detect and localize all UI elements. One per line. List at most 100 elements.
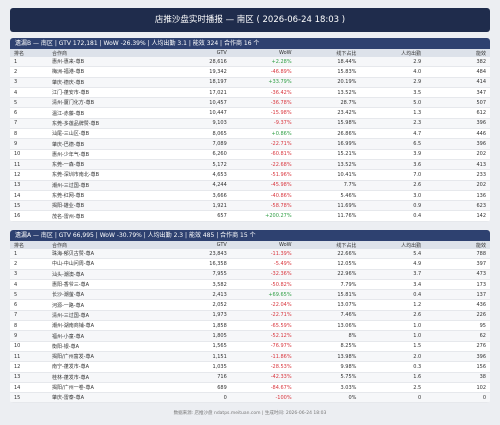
cell: 2.9 <box>360 57 426 68</box>
column-header: 排名 <box>10 49 48 57</box>
cell: 414 <box>425 77 490 88</box>
cell: 6.5 <box>360 138 426 150</box>
cell: -32.36% <box>230 269 296 280</box>
cell: 2 <box>10 258 48 270</box>
cell: -60.81% <box>230 149 296 160</box>
cell: 3,582 <box>166 279 231 291</box>
cell: 16 <box>10 210 48 222</box>
cell: 5.46% <box>295 190 361 202</box>
cell: 4 <box>10 87 48 99</box>
cell: 5 <box>10 97 48 109</box>
cell: 0.9 <box>360 200 426 212</box>
row: 5 清州-厦门化方-尊B 10,457 -36.78% 28.7% 5.0 507 <box>10 97 490 109</box>
cell: 8,065 <box>166 128 231 140</box>
cell: 衡阳-银-尊A <box>48 341 166 352</box>
cell: 0% <box>295 392 361 404</box>
cell: 15 <box>10 200 48 212</box>
cell: 长沙-潮萤-尊A <box>48 289 166 301</box>
cell: 12.05% <box>295 258 361 270</box>
cell: 10.41% <box>295 169 361 181</box>
table: 排名 合作商 GTV WoW 线下占比 人均出勤 能效 1 惠州-惠来-尊B 28,616 +2.2… <box>10 49 490 222</box>
cell: 5.75% <box>295 372 361 383</box>
column-header: 线下占比 <box>295 241 361 249</box>
cell: 413 <box>425 159 490 171</box>
cell: 28.7% <box>295 97 361 109</box>
cell: +2.28% <box>230 57 296 68</box>
row: 2 梅洲-福港-尊B 19,342 -46.89% 15.83% 4.0 484 <box>10 66 490 78</box>
cell: 13.07% <box>295 299 361 311</box>
cell: 东莞-一森-尊B <box>48 159 166 171</box>
cell: 惠州-少年气-尊B <box>48 149 166 160</box>
cell: 612 <box>425 107 490 119</box>
row: 10 惠州-少年气-尊B 6,260 -60.81% 15.21% 3.9 202 <box>10 149 490 160</box>
cell: 12 <box>10 361 48 373</box>
cell: 东莞-红网-尊B <box>48 190 166 202</box>
cell: 13.52% <box>295 159 361 171</box>
cell: -22.68% <box>230 159 296 171</box>
cell: 3.5 <box>360 87 426 99</box>
cell: 382 <box>425 57 490 68</box>
cell: 4,653 <box>166 169 231 181</box>
cell: -100% <box>230 392 296 404</box>
cell: 10 <box>10 149 48 160</box>
cell: 436 <box>425 299 490 311</box>
column-header: 人均出勤 <box>360 241 426 249</box>
header-row: 排名 合作商 GTV WoW 线下占比 人均出勤 能效 <box>10 49 490 57</box>
cell: 13 <box>10 372 48 383</box>
cell: 276 <box>425 341 490 352</box>
cell: 507 <box>425 97 490 109</box>
cell: 1.0 <box>360 320 426 332</box>
cell: 揭阳/广州富发-尊A <box>48 351 166 363</box>
cell: 5.0 <box>360 97 426 109</box>
column-header: 排名 <box>10 241 48 249</box>
cell: 桂林-蓬发市-尊A <box>48 372 166 383</box>
cell: 484 <box>425 66 490 78</box>
cell: 6 <box>10 107 48 119</box>
cell: 肇庆-雷泰-尊A <box>48 392 166 404</box>
cell: 2 <box>10 66 48 78</box>
column-header: GTV <box>166 49 231 57</box>
cell: 62 <box>425 330 490 342</box>
row: 9 福州-小童-尊A 1,805 -52.12% 8% 1.0 62 <box>10 330 490 342</box>
cell: 13.98% <box>295 351 361 363</box>
cell: 15 <box>10 392 48 404</box>
cell: 11.69% <box>295 200 361 212</box>
section: 遗漏B — 南区 | GTV 172,181 | WoW -26.39% | 人… <box>10 38 490 222</box>
row: 4 惠阳-香爷三-尊A 3,582 -50.82% 7.79% 3.4 173 <box>10 279 490 291</box>
cell: 1.5 <box>360 341 426 352</box>
cell: 7.79% <box>295 279 361 291</box>
cell: 1,858 <box>166 320 231 332</box>
column-header: WoW <box>230 241 296 249</box>
row: 1 惠州-惠来-尊B 28,616 +2.28% 18.44% 2.9 382 <box>10 57 490 68</box>
cell: 3.6 <box>360 159 426 171</box>
cell: 2.3 <box>360 118 426 130</box>
cell: 11 <box>10 351 48 363</box>
cell: 1,151 <box>166 351 231 363</box>
cell: 1,973 <box>166 310 231 322</box>
cell: 惠阳-香爷三-尊A <box>48 279 166 291</box>
section-title: 遗漏A — 南区 | GTV 66,995 | WoW -30.79% | 人均… <box>10 230 490 241</box>
row: 3 汕头-潮澳-尊A 7,955 -32.36% 22.96% 3.7 473 <box>10 269 490 280</box>
cell: 15.98% <box>295 118 361 130</box>
cell: 2.6 <box>360 180 426 191</box>
row: 13 桂林-蓬发市-尊A 716 -42.33% 5.75% 1.6 38 <box>10 372 490 383</box>
cell: 肇庆-巴德-尊B <box>48 138 166 150</box>
cell: 3.9 <box>360 149 426 160</box>
cell: -11.86% <box>230 351 296 363</box>
row: 1 珠海-郁贝古赞-尊A 23,843 -11.39% 22.66% 5.4 788 <box>10 249 490 260</box>
cell: 173 <box>425 279 490 291</box>
cell: -46.89% <box>230 66 296 78</box>
cell: 1,921 <box>166 200 231 212</box>
cell: 0 <box>425 392 490 404</box>
cell: 0.4 <box>360 210 426 222</box>
cell: -40.86% <box>230 190 296 202</box>
row: 2 中山-中山问周-尊A 16,358 -5.49% 12.05% 4.9 397 <box>10 258 490 270</box>
cell: 中山-中山问周-尊A <box>48 258 166 270</box>
table: 排名 合作商 GTV WoW 线下占比 人均出勤 能效 1 珠海-郁贝古赞-尊A 23,843 -1… <box>10 241 490 404</box>
row: 15 肇庆-雷泰-尊A 0 -100% 0% 0 0 <box>10 392 490 404</box>
cell: 2,052 <box>166 299 231 311</box>
cell: 3.03% <box>295 382 361 394</box>
cell: 1,805 <box>166 330 231 342</box>
cell: -65.59% <box>230 320 296 332</box>
row: 14 东莞-红网-尊B 3,666 -40.86% 5.46% 3.0 136 <box>10 190 490 202</box>
